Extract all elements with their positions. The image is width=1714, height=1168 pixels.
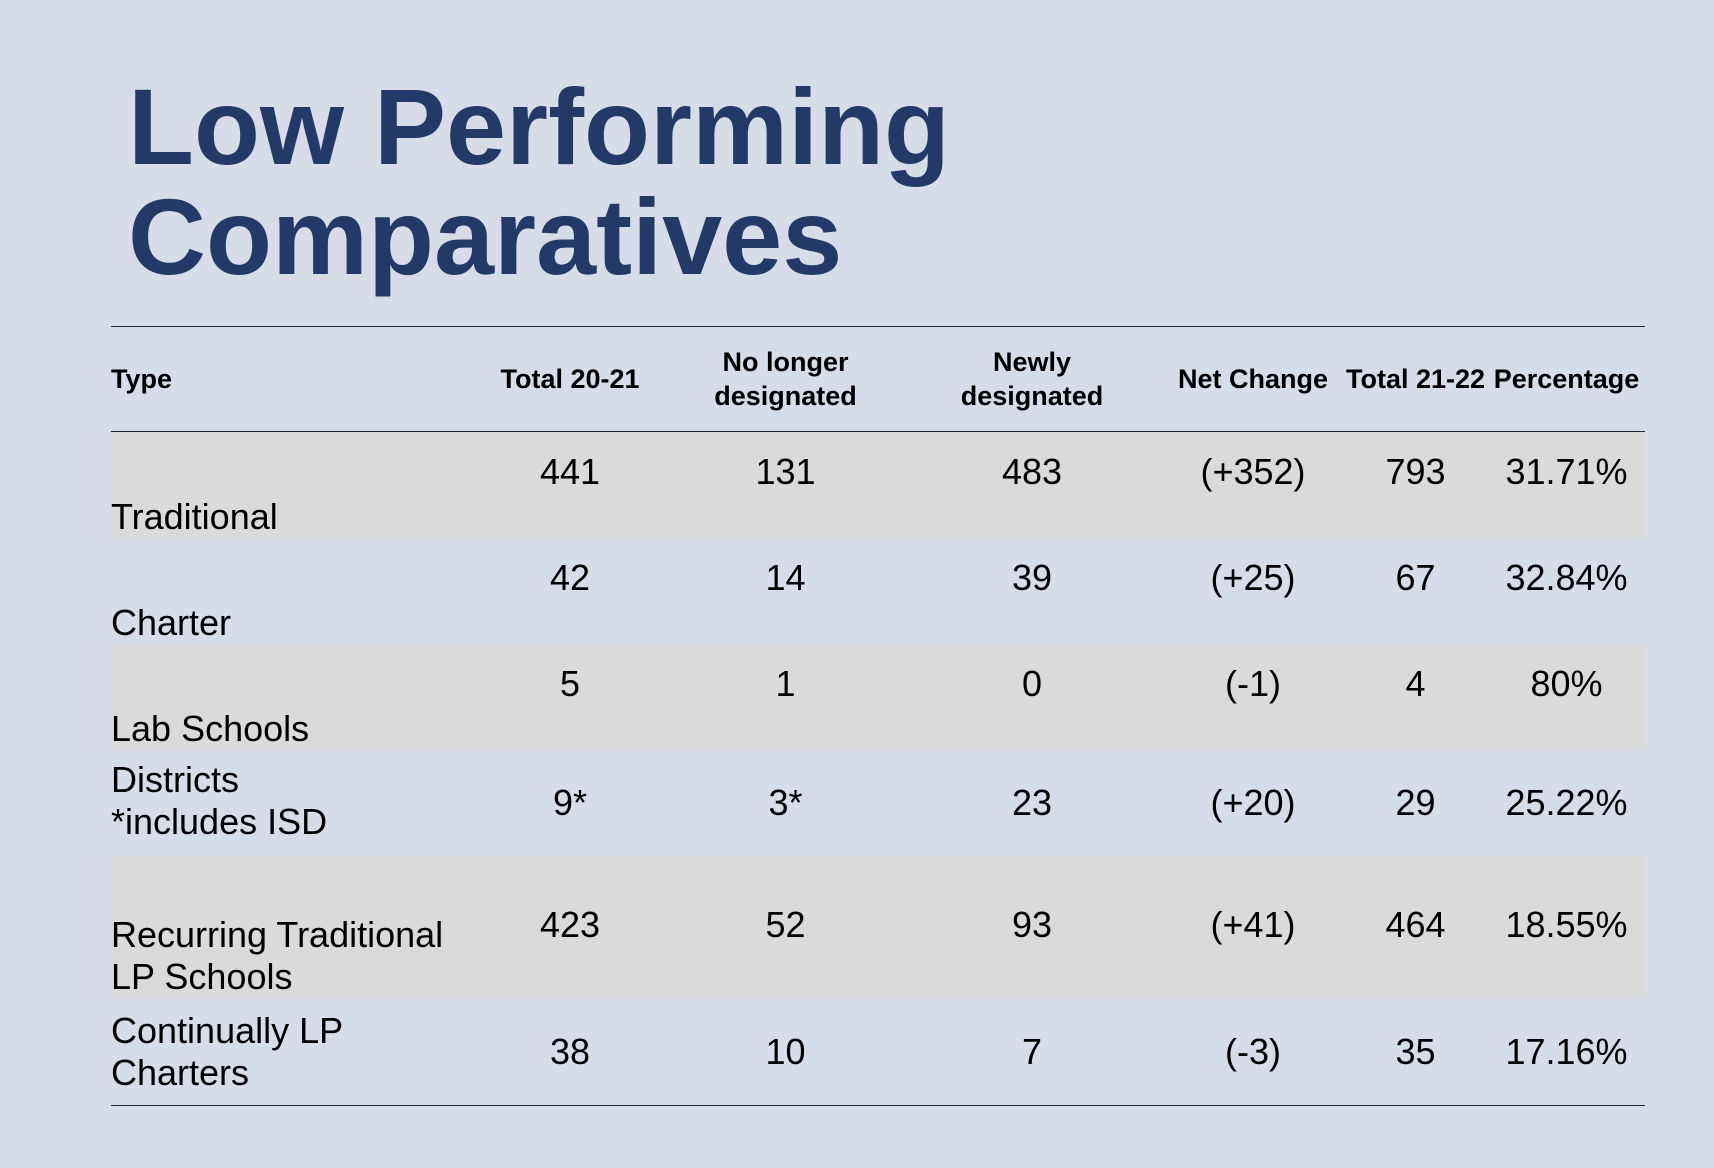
table-bottom-rule (111, 1105, 1645, 1106)
cell-net-change: (+20) (1210, 782, 1296, 823)
cell-newly-designated: 39 (1011, 557, 1053, 598)
cell-no-longer-designated: 1 (775, 663, 796, 704)
cell-total-20-21: 42 (549, 557, 591, 598)
cell-total-21-22: 29 (1395, 782, 1436, 823)
header-type: Type (111, 364, 173, 394)
cell-no-longer-designated: 14 (765, 557, 806, 598)
cell-type: Charter (111, 602, 232, 643)
cell-percentage: 18.55% (1505, 904, 1628, 945)
cell-percentage: 25.22% (1505, 782, 1628, 823)
cell-type: Lab Schools (111, 708, 310, 749)
table-row: Districts *includes ISD 9* 3* 23 (+20) 2… (111, 750, 1645, 856)
cell-type: Continually LP Charters (111, 1009, 344, 1093)
header-percentage: Percentage (1493, 364, 1640, 394)
cell-no-longer-designated: 10 (765, 1030, 806, 1072)
cell-total-20-21: 441 (539, 451, 601, 492)
table-row: Lab Schools 5 1 0 (-1) 4 80% (111, 644, 1645, 750)
cell-total-21-22: 464 (1385, 904, 1446, 945)
cell-net-change: (-3) (1225, 1030, 1281, 1072)
page-title-line-2: Comparatives (128, 176, 843, 297)
table-row: Charter 42 14 39 (+25) 67 32.84% (111, 538, 1645, 644)
cell-type: Districts *includes ISD (111, 759, 328, 842)
cell-net-change: (+41) (1210, 904, 1296, 945)
table-top-rule (111, 326, 1645, 327)
table-row: Traditional 441 131 483 (+352) 793 31.71… (111, 432, 1645, 538)
table-header-rule (111, 431, 1645, 432)
cell-no-longer-designated: 52 (765, 904, 806, 945)
cell-total-20-21: 9* (552, 782, 588, 823)
cell-net-change: (-1) (1225, 663, 1281, 704)
cell-total-21-22: 4 (1405, 663, 1426, 704)
page-title-line-1: Low Performing (128, 66, 951, 187)
cell-total-20-21: 5 (559, 663, 581, 704)
header-newly-designated: Newly designated (960, 347, 1104, 411)
cell-newly-designated: 7 (1021, 1030, 1043, 1072)
cell-percentage: 17.16% (1505, 1030, 1628, 1072)
cell-net-change: (+352) (1200, 451, 1306, 492)
cell-total-20-21: 423 (539, 904, 601, 945)
cell-net-change: (+25) (1210, 557, 1296, 598)
header-total-20-21: Total 20-21 (500, 364, 640, 394)
cell-total-20-21: 38 (549, 1030, 591, 1072)
cell-type: Traditional (111, 496, 278, 537)
header-no-longer-designated: No longer designated (714, 347, 857, 411)
cell-percentage: 31.71% (1505, 451, 1628, 492)
table-header-row: Type Total 20-21 No longer designated Ne… (111, 327, 1645, 431)
table-row: Recurring Traditional LP Schools 423 52 … (111, 856, 1645, 998)
cell-total-21-22: 35 (1395, 1030, 1436, 1072)
cell-newly-designated: 23 (1011, 782, 1053, 823)
cell-type: Recurring Traditional LP Schools (111, 914, 444, 997)
cell-no-longer-designated: 131 (755, 451, 816, 492)
cell-percentage: 32.84% (1505, 557, 1628, 598)
cell-newly-designated: 93 (1011, 904, 1053, 945)
cell-percentage: 80% (1530, 663, 1603, 704)
cell-newly-designated: 483 (1001, 451, 1063, 492)
cell-total-21-22: 67 (1395, 557, 1436, 598)
page-title: Low Performing Comparatives (128, 72, 950, 292)
cell-newly-designated: 0 (1021, 663, 1043, 704)
cell-no-longer-designated: 3* (768, 782, 803, 823)
header-total-21-22: Total 21-22 (1345, 364, 1486, 394)
comparatives-table: Type Total 20-21 No longer designated Ne… (111, 326, 1645, 1106)
cell-total-21-22: 793 (1385, 451, 1446, 492)
table-row: Continually LP Charters 38 10 7 (-3) 35 … (111, 998, 1645, 1105)
header-net-change: Net Change (1177, 364, 1329, 394)
